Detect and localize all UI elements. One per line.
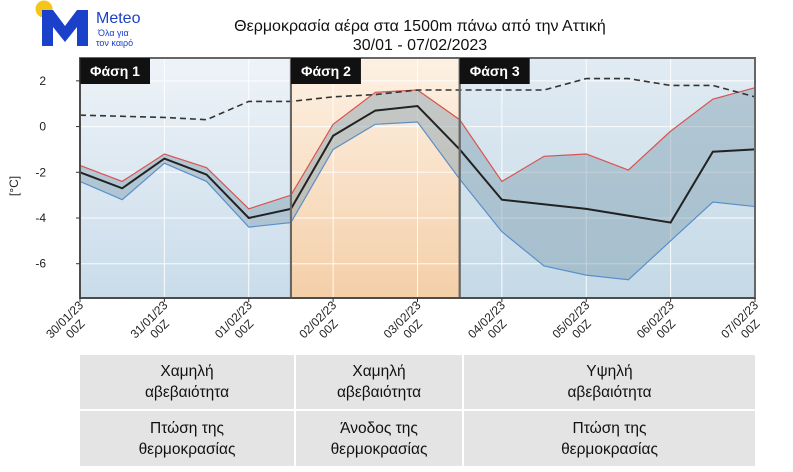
uncertainty-band-area — [80, 87, 755, 280]
series-lines — [79, 77, 756, 281]
m-letter-icon — [42, 10, 88, 46]
meteo-logo: Meteo Όλα για τον καιρό — [28, 0, 178, 52]
y-tick-label: -6 — [35, 257, 46, 271]
phase-3-background — [459, 58, 755, 298]
cell-line: Χαμηλή — [352, 363, 406, 380]
cell-line: Πτώση της — [572, 419, 647, 437]
trend-cell-phase-1: Πτώση της θερμοκρασίας — [80, 411, 294, 466]
uncertainty-band — [80, 87, 755, 280]
uncertainty-cell-phase-1: Χαμηλή αβεβαιότητα — [80, 355, 294, 409]
y-tick-label: -2 — [35, 165, 46, 179]
cell-line: θερμοκρασίας — [330, 440, 428, 458]
phase-2-label: Φάση 2 — [301, 63, 351, 79]
cell-line: Άνοδος της — [340, 419, 418, 437]
chart-subtitle: 30/01 - 07/02/2023 — [352, 37, 488, 54]
brand-tagline-line2: τον καιρό — [96, 38, 133, 48]
y-tick-label: 0 — [39, 120, 46, 134]
phase-1-background — [80, 58, 291, 298]
series-line-climatology — [79, 77, 756, 121]
phase-3-label: Φάση 3 — [470, 63, 520, 79]
meteo-logo-graphic: Meteo Όλα για τον καιρό — [35, 0, 141, 48]
cell-line: Υψηλή — [586, 363, 633, 380]
y-tick-label: -4 — [35, 211, 46, 225]
trend-cell-phase-2: Άνοδος της θερμοκρασίας — [296, 411, 462, 466]
cell-line: Πτώση της — [150, 419, 224, 437]
cell-line: θερμοκρασίας — [561, 440, 658, 458]
series-line-mean — [79, 104, 756, 224]
phase-1-label: Φάση 1 — [90, 63, 140, 79]
cell-line: Χαμηλή — [160, 363, 214, 380]
y-axis-label: [°C] — [7, 176, 21, 196]
brand-tagline-line1: Όλα για — [97, 28, 129, 38]
trend-cell-phase-3: Πτώση της θερμοκρασίας — [464, 411, 755, 466]
cell-line: θερμοκρασίας — [138, 440, 236, 458]
cell-line: αβεβαιότητα — [567, 384, 652, 401]
phase-backgrounds — [80, 58, 755, 298]
uncertainty-cell-phase-3: Υψηλή αβεβαιότητα — [464, 355, 755, 409]
y-tick-label: 2 — [39, 74, 46, 88]
cell-line: αβεβαιότητα — [144, 384, 230, 401]
phase-1-label-box — [80, 58, 150, 84]
phase-3-label-box — [459, 58, 530, 84]
brand-name: Meteo — [96, 10, 141, 27]
phase-2-label-box — [290, 58, 361, 84]
series-line-lower — [79, 121, 756, 281]
uncertainty-cell-phase-2: Χαμηλή αβεβαιότητα — [296, 355, 462, 409]
chart-title: Θερμοκρασία αέρα στα 1500m πάνω από την … — [234, 18, 606, 35]
cell-line: αβεβαιότητα — [336, 384, 422, 401]
chart-title-block: Θερμοκρασία αέρα στα 1500m πάνω από την … — [160, 17, 680, 55]
